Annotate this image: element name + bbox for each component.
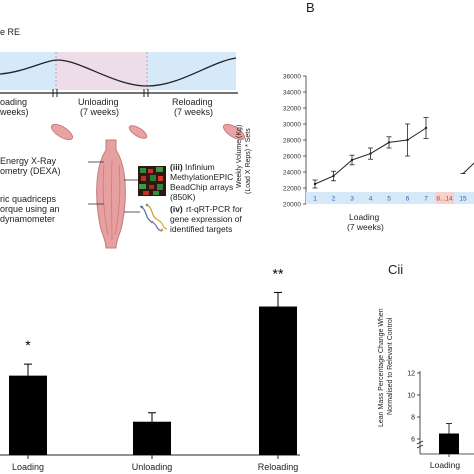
y-tick-label: 30000 xyxy=(283,122,301,129)
panel-cii-label: Cii xyxy=(388,262,404,277)
data-point xyxy=(406,138,409,142)
axis-break xyxy=(416,440,424,445)
x-tick-label: 5 xyxy=(387,196,391,203)
volume-series-line xyxy=(314,127,427,185)
y-tick-label: 36000 xyxy=(283,74,301,81)
dexa-line-1: Energy X-Ray xyxy=(0,156,57,166)
y-tick-label: 10 xyxy=(407,393,415,400)
bar-reloading xyxy=(259,306,297,455)
method-iii-line-3: BeadChip arrays xyxy=(170,182,234,192)
week-strip-cell xyxy=(398,192,417,204)
quadriceps-muscle-illustration xyxy=(96,139,126,249)
week-strip-cell xyxy=(324,192,343,204)
torque-line-2: orque using an xyxy=(0,204,60,214)
reloading-phase-band xyxy=(147,52,236,90)
method-iii-line-4: (850K) xyxy=(170,192,196,202)
data-point xyxy=(350,158,354,162)
axis-break xyxy=(416,444,424,449)
method-iv-line-2: gene expression of xyxy=(170,214,242,224)
significance-marker: ** xyxy=(273,265,284,281)
panel-a-title: e RE xyxy=(0,27,21,37)
dexa-line-2: ometry (DEXA) xyxy=(0,166,61,176)
y-tick-label: 32000 xyxy=(283,106,301,113)
torque-line-3: dynamometer xyxy=(0,214,56,224)
x-tick-label: 6 xyxy=(406,196,410,203)
y-tick-label: 24000 xyxy=(283,170,301,177)
data-point xyxy=(313,182,317,186)
methylation-array-heatmap xyxy=(138,166,166,196)
panel-b-group-label-1: Loading xyxy=(349,212,380,222)
loading-phase-band xyxy=(0,52,56,90)
x-tick-label: Reloading xyxy=(258,462,299,472)
week-strip-cell xyxy=(306,192,325,204)
y-tick-label: 26000 xyxy=(283,154,301,161)
week-strip-cell xyxy=(435,192,454,204)
phase-unloading-label: Unloading xyxy=(78,97,119,107)
phase-loading-label: oading xyxy=(0,97,28,107)
data-point xyxy=(332,174,335,178)
panel-b-group-label-2: (7 weeks) xyxy=(347,222,384,232)
torque-line-1: ric quadriceps xyxy=(0,194,57,204)
muscle-icon xyxy=(50,123,74,141)
reload-series-line xyxy=(462,162,474,174)
phase-reloading-label: Reloading xyxy=(172,97,213,107)
y-tick-label: 34000 xyxy=(283,90,301,97)
y-tick-label: 28000 xyxy=(283,138,301,145)
method-iv-numeral: (iv) xyxy=(170,204,183,214)
significance-marker: * xyxy=(25,337,31,353)
phase-timeline xyxy=(0,52,238,97)
method-iii-line-2: MethylationEPIC xyxy=(170,172,234,182)
muscle-icons xyxy=(50,123,246,141)
data-point xyxy=(369,152,372,155)
phase-loading-duration: weeks) xyxy=(0,107,29,117)
method-iv-line-1: rt-qRT-PCR for xyxy=(186,204,243,214)
x-tick-label: Loading xyxy=(430,460,461,470)
panel-b-ylabel-line-2: (Load X Reps) * Sets xyxy=(245,128,252,194)
y-tick-label: 8 xyxy=(411,415,415,422)
x-tick-label: Loading xyxy=(12,462,44,472)
week-strip-cell xyxy=(417,192,436,204)
panel-b-label: B xyxy=(306,0,315,15)
x-tick-label: 4 xyxy=(369,196,373,203)
x-tick-label: Unloading xyxy=(132,462,173,472)
panel-a: e RE oading weeks) Unloading (7 weeks) R… xyxy=(0,0,250,249)
x-tick-label: 2 xyxy=(332,196,336,203)
method-connectors xyxy=(88,161,140,213)
week-strip-cell xyxy=(361,192,380,204)
week-strip-cell xyxy=(380,192,399,204)
bar-loading xyxy=(439,433,459,454)
y-tick-label: 20000 xyxy=(283,202,301,209)
data-point xyxy=(387,141,391,144)
x-tick-label: 3 xyxy=(350,196,354,203)
y-tick-label: 12 xyxy=(407,371,415,378)
panel-b-ylabel-line-1: Weekly Volume (Kg) xyxy=(236,124,243,188)
panel-cii-ylabel-line-1: Lean Mass Percentage Change When xyxy=(378,308,385,427)
pcr-strands-icon xyxy=(139,203,168,232)
phase-reloading-duration: (7 weeks) xyxy=(174,107,214,117)
x-tick-label: 1 xyxy=(313,196,317,203)
x-tick-label: 8...14 xyxy=(436,196,453,203)
bar-unloading xyxy=(133,421,171,455)
muscle-icon xyxy=(128,125,148,139)
week-strip-cell xyxy=(454,192,473,204)
data-point xyxy=(424,126,428,130)
bar-loading xyxy=(9,375,47,455)
x-tick-label: 7 xyxy=(424,196,428,203)
y-tick-label: 22000 xyxy=(283,186,301,193)
adaptation-curve xyxy=(0,57,237,87)
week-strip-cell xyxy=(343,192,362,204)
x-tick-label: 15 xyxy=(459,196,467,203)
method-iv-line-3: identified targets xyxy=(170,224,233,234)
phase-unloading-duration: (7 weeks) xyxy=(80,107,120,117)
panel-cii-ylabel-line-2: Normalised to Relevant Control xyxy=(387,317,394,415)
y-tick-label: 6 xyxy=(411,437,415,444)
method-iii-line-1: Infinium xyxy=(185,162,215,172)
method-iii-numeral: (iii) xyxy=(170,162,183,172)
muscle-icon xyxy=(222,123,246,141)
